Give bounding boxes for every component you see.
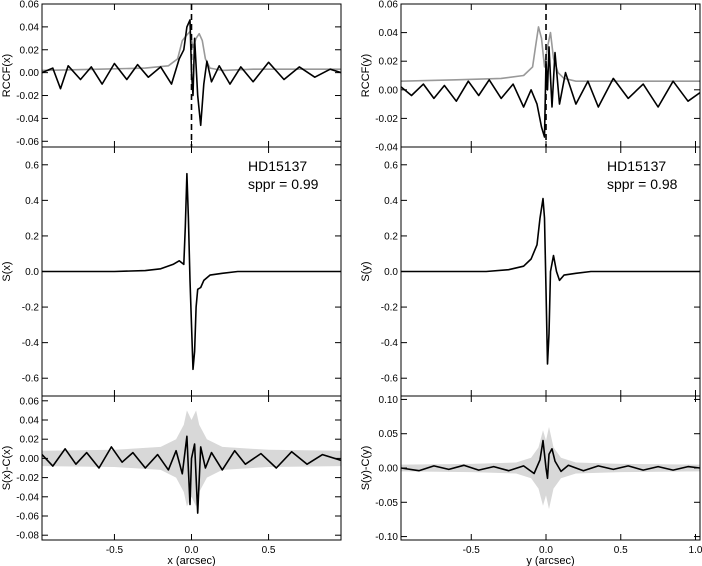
y-tick-label: -0.06 [16, 137, 39, 148]
rccf-x-panel: -0.06 -0.04 -0.02 0.00 0.02 0.04 0.06 RCCF(x) [1, 0, 342, 148]
y-tick-label: -0.6 [381, 374, 399, 385]
rccf-y-ylabel: RCCF(y) [360, 54, 372, 97]
rccf-y-plot-area [401, 26, 700, 138]
y-tick-label: 0.2 [384, 231, 398, 242]
y-tick-label: 0.10 [379, 395, 399, 406]
x-tick-label: -0.5 [106, 545, 124, 556]
y-tick-label: 0.2 [25, 231, 39, 242]
y-tick-label: 0.0 [384, 267, 398, 278]
y-tick-label: 0.02 [20, 45, 40, 56]
rccf-x-ylabel: RCCF(x) [1, 54, 13, 97]
y-tick-label: 0.00 [20, 454, 40, 465]
diff-y-ylabel: S(y)-C(y) [360, 446, 372, 491]
x-tick-label: 1.0 [689, 545, 702, 556]
y-tick-label: -0.02 [16, 91, 39, 102]
diff-x-plot-area [42, 410, 341, 514]
y-tick-label: 0.4 [384, 196, 398, 207]
s-x-ylabel: S(x) [1, 261, 13, 281]
y-tick-label: 0.6 [384, 160, 398, 171]
diff-x-ylabel: S(x)-C(x) [1, 446, 13, 491]
y-tick-label: -0.10 [375, 532, 398, 543]
rccf-y-series-1 [401, 46, 700, 138]
x-tick-label: 0.5 [614, 545, 628, 556]
y-tick-label: -0.04 [16, 492, 39, 503]
diff-y-panel: -0.10 -0.05 0.00 0.05 0.10 -0.5 0.0 0.5 1.0 S(y)-… [360, 395, 702, 566]
y-tick-label: 0.06 [379, 0, 399, 11]
y-tick-label: -0.05 [375, 498, 398, 509]
diff-y-series-0 [401, 439, 700, 480]
s-x-panel: -0.6 -0.4 -0.2 0.0 0.2 0.4 0.6 S(x) HD15137 sppr … [1, 146, 342, 397]
y-tick-label: 0.04 [20, 416, 40, 427]
rccf-x-plot-area [42, 19, 341, 127]
y-tick-label: 0.06 [20, 396, 40, 407]
y-tick-label: 0.02 [379, 57, 399, 68]
rccf-x-series-1 [42, 19, 341, 127]
y-tick-label: 0.00 [379, 85, 399, 96]
y-tick-label: -0.2 [22, 303, 40, 314]
s-y-series-0 [401, 197, 700, 365]
y-tick-label: 0.04 [20, 22, 40, 33]
y-tick-label: 0.05 [379, 429, 399, 440]
y-tick-label: -0.02 [16, 473, 39, 484]
diff-y-plot-area [401, 426, 700, 510]
y-tick-label: -0.6 [22, 374, 40, 385]
y-tick-label: 0.06 [20, 0, 40, 11]
y-tick-label: 0.00 [379, 464, 399, 475]
s-x-annotation-1: sppr = 0.99 [248, 176, 319, 192]
y-tick-label: 0.04 [379, 28, 399, 39]
y-tick-label: -0.08 [16, 531, 39, 542]
y-tick-label: 0.00 [20, 68, 40, 79]
diff-x-series-0 [42, 435, 341, 514]
x-tick-label: 0.5 [262, 545, 276, 556]
y-tick-label: -0.2 [381, 303, 399, 314]
s-y-panel: -0.6 -0.4 -0.2 0.0 0.2 0.4 0.6 S(y) HD15137 sppr … [360, 146, 701, 397]
s-y-ylabel: S(y) [360, 261, 372, 281]
diff-x-panel: -0.08 -0.06 -0.04 -0.02 0.00 0.02 0.04 0.06 -0.5… [1, 395, 342, 566]
y-tick-label: -0.06 [16, 512, 39, 523]
y-tick-label: -0.02 [375, 114, 398, 125]
s-x-annotation-0: HD15137 [248, 158, 307, 174]
y-tick-label: 0.4 [25, 196, 39, 207]
rccf-y-panel: -0.04 -0.02 0.00 0.02 0.04 0.06 RCCF(y) [360, 0, 701, 154]
s-y-plot-area [401, 197, 700, 365]
s-x-plot-area [42, 172, 341, 371]
y-tick-label: 0.0 [25, 267, 39, 278]
diff-x-xlabel: x (arcsec) [167, 555, 215, 566]
x-tick-label: 0.0 [185, 545, 199, 556]
x-tick-label: -0.5 [463, 545, 481, 556]
y-tick-label: -0.04 [16, 114, 39, 125]
x-tick-label: 0.0 [539, 545, 553, 556]
diff-y-uncertainty-band [401, 426, 700, 510]
s-x-series-0 [42, 172, 341, 371]
diff-y-xlabel: y (arcsec) [526, 555, 574, 566]
y-tick-label: 0.02 [20, 435, 40, 446]
y-tick-label: -0.4 [22, 338, 40, 349]
s-y-annotation-1: sppr = 0.98 [607, 176, 678, 192]
y-tick-label: 0.6 [25, 160, 39, 171]
y-tick-label: -0.04 [375, 143, 398, 154]
y-tick-label: -0.4 [381, 338, 399, 349]
s-y-annotation-0: HD15137 [607, 158, 666, 174]
